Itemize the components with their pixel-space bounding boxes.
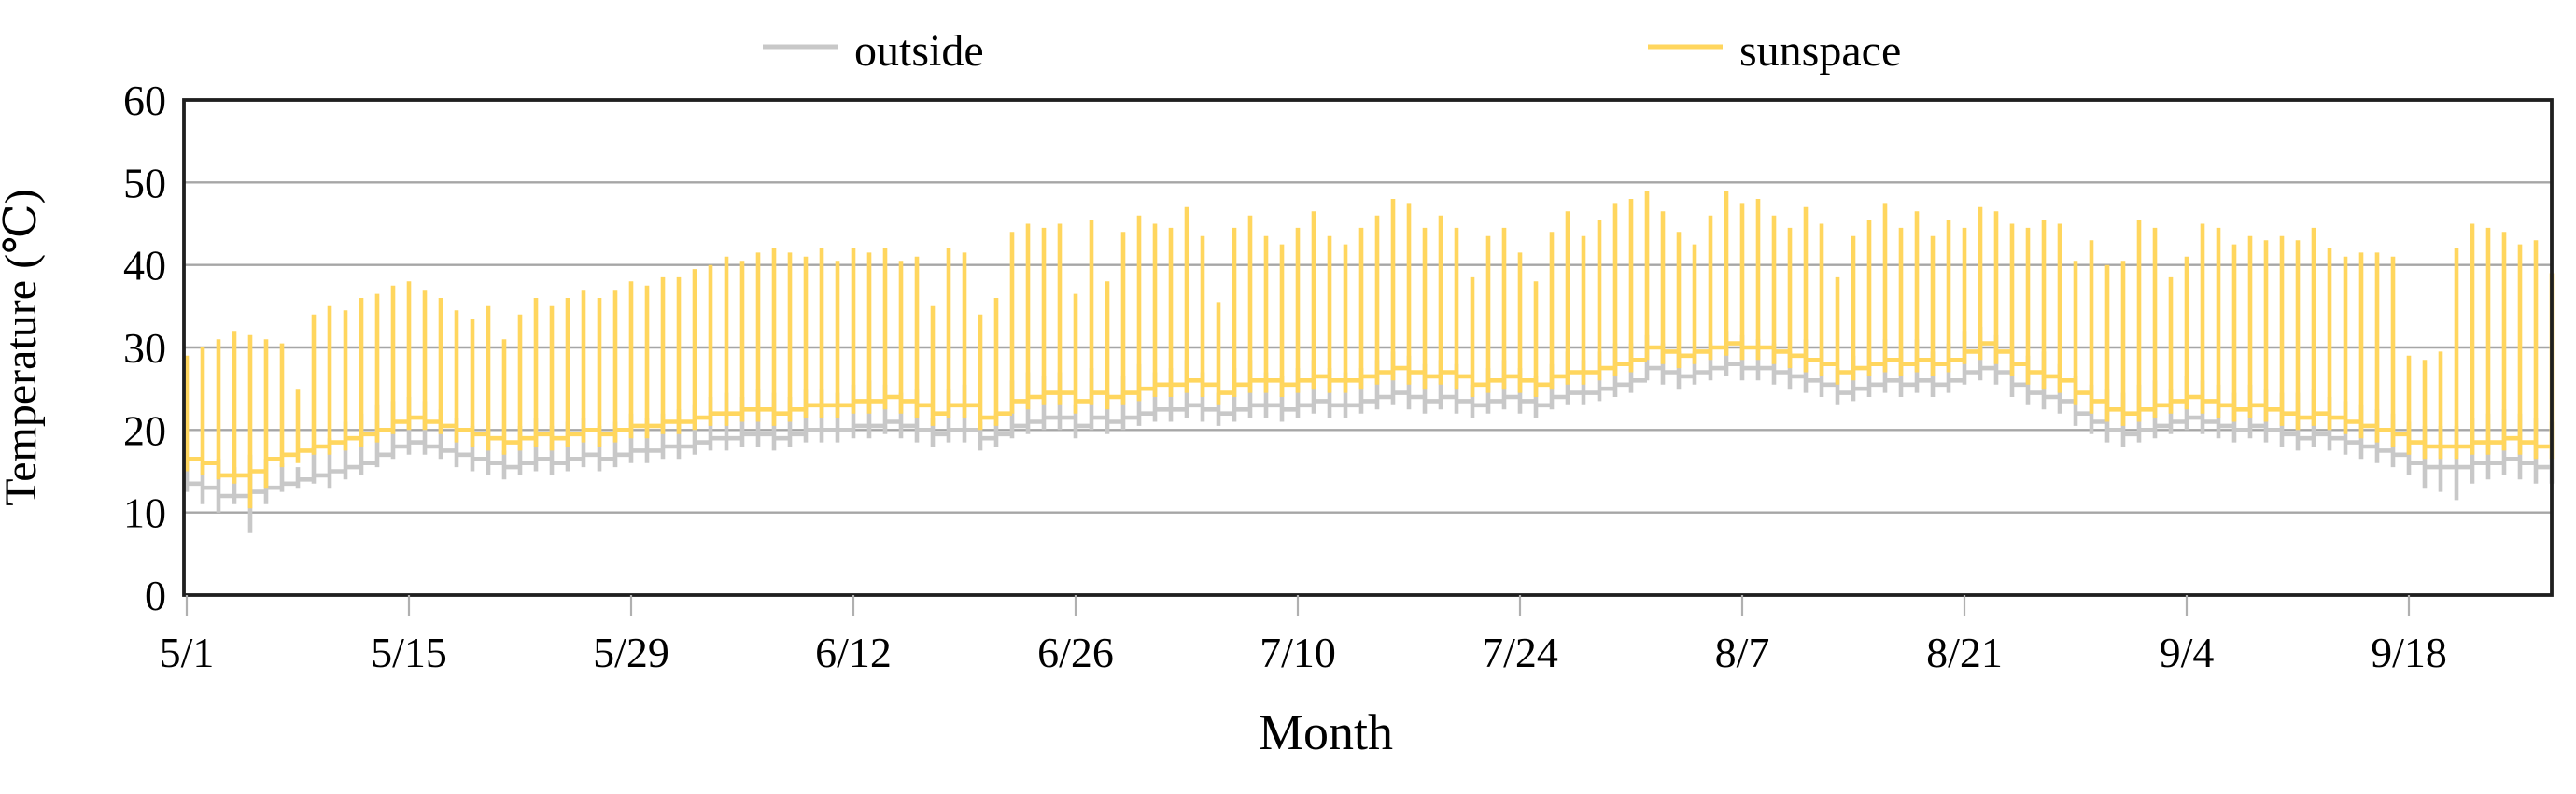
axis-ticks-and-labels: 0 10 20 30 40 50 60 5/1 5/15 5/29 6/12 6/26 7/10 7/24…	[123, 77, 2447, 676]
y-tick-label-30: 30	[123, 324, 166, 372]
x-tick-label-5/15: 5/15	[371, 629, 447, 676]
series-group	[184, 191, 2555, 533]
y-tick-label-50: 50	[123, 159, 166, 206]
y-tick-label-10: 10	[123, 489, 166, 537]
plot-border	[182, 98, 2554, 597]
legend-sunspace-label: sunspace	[1739, 26, 1901, 76]
x-tick-label-5/29: 5/29	[593, 629, 669, 676]
plot-frame	[182, 98, 2554, 597]
x-tick-label-9/18: 9/18	[2371, 629, 2447, 676]
y-tick-label-60: 60	[123, 77, 166, 124]
series-sunspace	[184, 191, 2555, 509]
x-tick-label-9/4: 9/4	[2160, 629, 2215, 676]
x-tick-label-7/10: 7/10	[1260, 629, 1336, 676]
x-axis-title: Month	[1259, 704, 1393, 760]
legend: outside sunspace	[763, 26, 1901, 76]
y-tick-label-40: 40	[123, 242, 166, 290]
x-tick-label-6/26: 6/26	[1037, 629, 1114, 676]
y-axis-title: Temperature (℃)	[0, 189, 46, 506]
y-tick-label-20: 20	[123, 406, 166, 454]
x-tick-label-8/21: 8/21	[1926, 629, 2003, 676]
x-tick-label-5/1: 5/1	[160, 629, 215, 676]
legend-outside-label: outside	[854, 26, 984, 76]
x-tick-label-6/12: 6/12	[815, 629, 892, 676]
y-tick-label-0: 0	[145, 572, 166, 619]
x-tick-label-7/24: 7/24	[1482, 629, 1558, 676]
x-tick-label-8/7: 8/7	[1715, 629, 1770, 676]
gridlines	[184, 181, 2552, 514]
